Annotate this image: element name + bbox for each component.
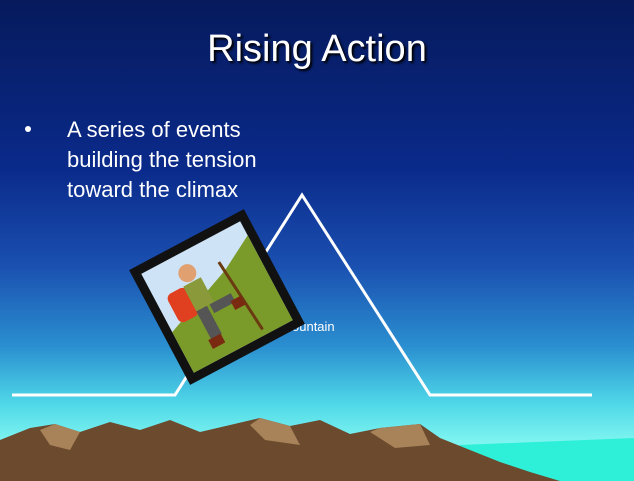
mountain-highlight — [250, 418, 300, 445]
climber-leg — [196, 305, 222, 340]
bullet-marker — [25, 126, 31, 132]
bullet-text: A series of events building the tension … — [67, 117, 257, 202]
mountain-highlight — [370, 424, 430, 448]
climber-head — [178, 264, 197, 283]
climber-body — [183, 277, 214, 312]
climber-boot — [230, 295, 246, 310]
plot-mountain-line — [12, 192, 592, 397]
mountain-highlight — [40, 424, 80, 450]
slide-title: Rising Action — [207, 28, 427, 70]
climber-leg — [209, 293, 236, 314]
climber-boot — [208, 333, 226, 349]
